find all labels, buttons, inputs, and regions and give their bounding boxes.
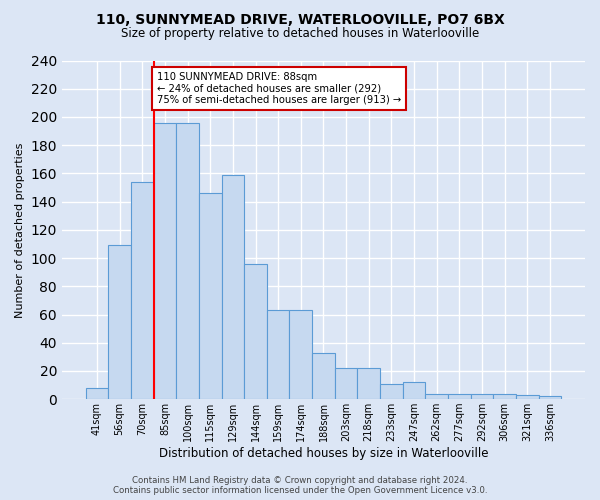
Bar	[221, 175, 244, 399]
Bar	[109, 246, 131, 399]
Bar	[539, 396, 561, 399]
Bar	[403, 382, 425, 399]
Text: 110 SUNNYMEAD DRIVE: 88sqm
← 24% of detached houses are smaller (292)
75% of sem: 110 SUNNYMEAD DRIVE: 88sqm ← 24% of deta…	[157, 72, 401, 105]
Bar	[176, 122, 199, 399]
Text: Size of property relative to detached houses in Waterlooville: Size of property relative to detached ho…	[121, 28, 479, 40]
Bar	[86, 388, 109, 399]
Bar	[312, 352, 335, 399]
Bar	[448, 394, 470, 399]
Bar	[131, 182, 154, 399]
Bar	[154, 122, 176, 399]
Text: 110, SUNNYMEAD DRIVE, WATERLOOVILLE, PO7 6BX: 110, SUNNYMEAD DRIVE, WATERLOOVILLE, PO7…	[95, 12, 505, 26]
X-axis label: Distribution of detached houses by size in Waterlooville: Distribution of detached houses by size …	[159, 447, 488, 460]
Bar	[493, 394, 516, 399]
Bar	[358, 368, 380, 399]
Bar	[244, 264, 267, 399]
Bar	[335, 368, 358, 399]
Bar	[199, 193, 221, 399]
Bar	[470, 394, 493, 399]
Bar	[380, 384, 403, 399]
Bar	[516, 395, 539, 399]
Y-axis label: Number of detached properties: Number of detached properties	[15, 142, 25, 318]
Bar	[267, 310, 289, 399]
Bar	[289, 310, 312, 399]
Text: Contains HM Land Registry data © Crown copyright and database right 2024.
Contai: Contains HM Land Registry data © Crown c…	[113, 476, 487, 495]
Bar	[425, 394, 448, 399]
